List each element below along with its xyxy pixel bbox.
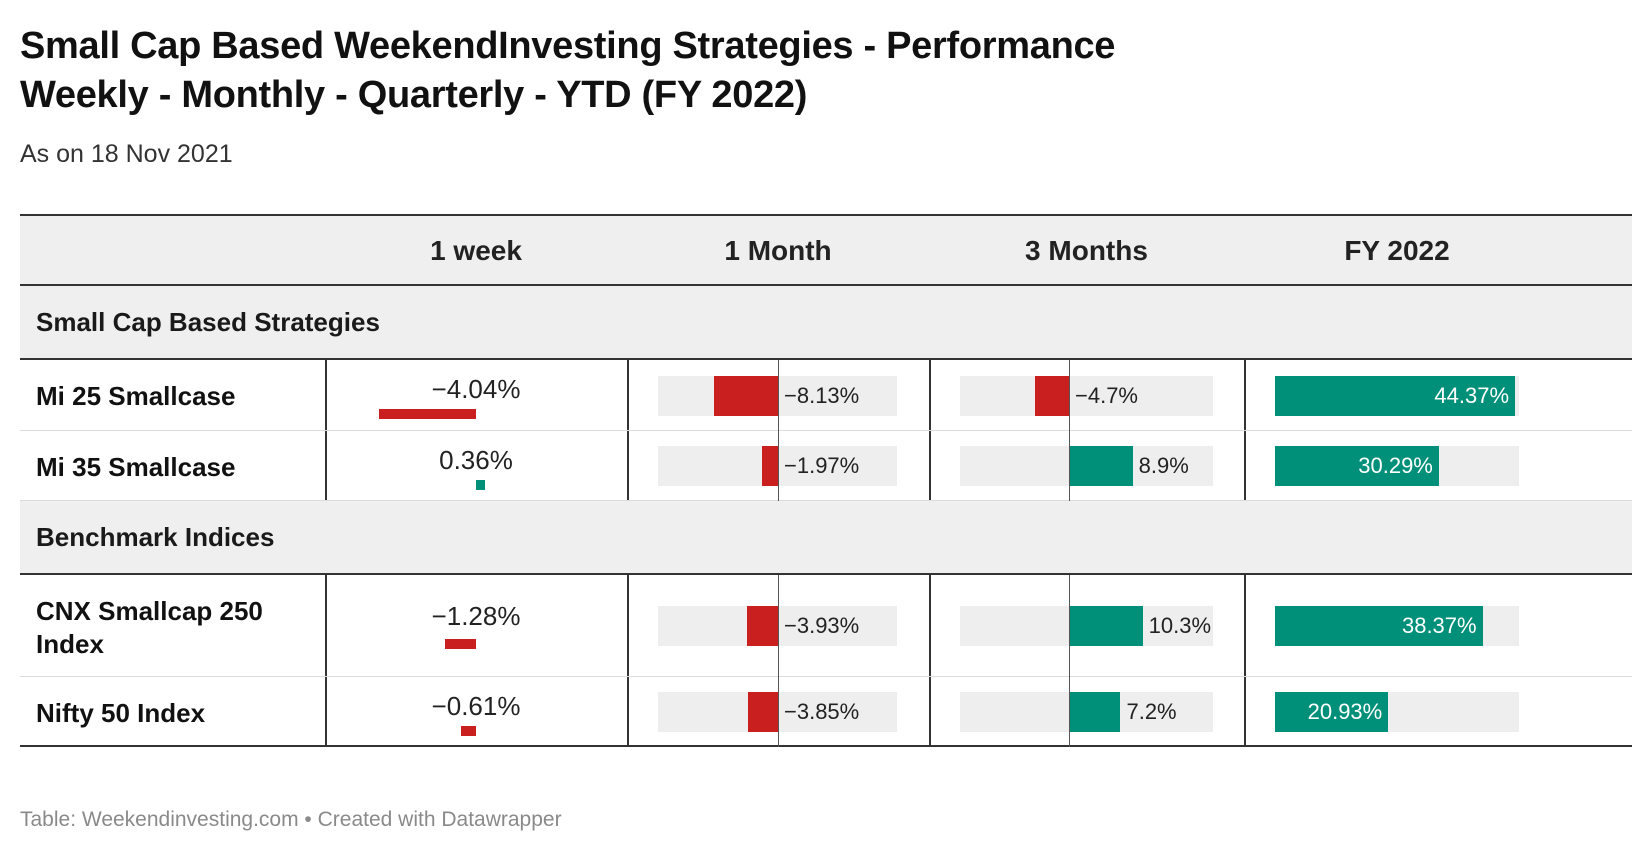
month-value-label: −3.85% <box>784 699 860 724</box>
row-label: CNX Smallcap 250 Index <box>36 596 263 659</box>
month-value-label: −8.13% <box>784 383 860 408</box>
quarter-value-label: −4.7% <box>1075 383 1138 408</box>
week-value-label: −1.28% <box>431 601 521 631</box>
month-bar <box>746 606 778 646</box>
row-label: Mi 25 Smallcase <box>36 381 236 411</box>
week-bar <box>461 726 476 736</box>
table-header: 1 week 1 Month 3 Months FY 2022 <box>20 214 1632 286</box>
column-header-3-months[interactable]: 3 Months <box>1025 235 1148 266</box>
column-divider <box>325 575 327 676</box>
quarter-bar <box>1069 606 1143 646</box>
table-row: Nifty 50 Index −0.61% −3.85% 7.2% 20.93% <box>20 677 1632 747</box>
week-bar <box>445 639 476 649</box>
group-header: Benchmark Indices <box>20 501 1632 575</box>
month-zero-line <box>778 575 779 677</box>
column-divider <box>627 360 629 430</box>
week-bar <box>379 409 476 419</box>
fy-bar <box>1275 376 1516 416</box>
table-row: CNX Smallcap 250 Index −1.28% −3.93% 10.3% 3… <box>20 575 1632 677</box>
column-divider <box>1244 575 1246 676</box>
month-bar <box>713 376 778 416</box>
column-divider <box>1244 431 1246 500</box>
footer-credit: Table: Weekendinvesting.com • Created wi… <box>20 808 562 831</box>
row-label: Mi 35 Smallcase <box>36 452 236 482</box>
fy-value-label: 30.29% <box>1358 453 1433 478</box>
column-divider <box>929 575 931 676</box>
fy-value-label: 20.93% <box>1307 699 1383 724</box>
column-divider <box>1244 360 1246 430</box>
column-divider <box>325 677 327 745</box>
column-divider <box>627 431 629 500</box>
chart-subtitle: As on 18 Nov 2021 <box>20 140 233 168</box>
column-divider <box>325 360 327 430</box>
group-header: Small Cap Based Strategies <box>20 286 1632 360</box>
quarter-value-label: 8.9% <box>1138 453 1189 478</box>
month-value-label: −3.93% <box>784 613 860 638</box>
month-bar <box>747 692 778 732</box>
column-divider <box>325 431 327 500</box>
title-line-2: Weekly - Monthly - Quarterly - YTD (FY 2… <box>20 74 808 116</box>
week-value-label: −0.61% <box>431 691 521 721</box>
month-zero-line <box>778 431 779 501</box>
quarter-value-label: 10.3% <box>1148 613 1212 638</box>
table-body: Small Cap Based Strategies Mi 25 Smallcas… <box>20 286 1632 747</box>
title-line-1: Small Cap Based WeekendInvesting Strateg… <box>20 25 1116 67</box>
fy-bar <box>1275 606 1483 646</box>
quarter-value-label: 7.2% <box>1126 699 1177 724</box>
week-bar <box>476 480 485 490</box>
fy-bar <box>1275 446 1439 486</box>
group-label: Benchmark Indices <box>36 522 275 552</box>
column-divider <box>929 431 931 500</box>
column-divider <box>1244 677 1246 745</box>
quarter-track <box>960 376 1213 416</box>
column-header-1-week[interactable]: 1 week <box>430 235 522 266</box>
performance-table: 1 week 1 Month 3 Months FY 2022 Small Ca… <box>20 214 1632 747</box>
week-value-label: 0.36% <box>439 445 513 475</box>
quarter-zero-line <box>1069 431 1070 501</box>
month-zero-line <box>778 677 779 747</box>
column-divider <box>929 360 931 430</box>
column-divider <box>627 677 629 745</box>
fy-bar <box>1275 692 1389 732</box>
month-value-label: −1.97% <box>784 453 860 478</box>
table-row: Mi 35 Smallcase 0.36% −1.97% 8.9% 30.29% <box>20 431 1632 501</box>
quarter-bar <box>1069 446 1133 486</box>
month-bar <box>762 446 778 486</box>
week-value-label: −4.04% <box>431 374 521 404</box>
month-zero-line <box>778 360 779 431</box>
table-row: Mi 25 Smallcase −4.04% −8.13% −4.7% 44.37% <box>20 360 1632 431</box>
quarter-zero-line <box>1069 677 1070 747</box>
chart-title: Small Cap Based WeekendInvesting Strateg… <box>20 22 1115 120</box>
quarter-zero-line <box>1069 575 1070 677</box>
group-label: Small Cap Based Strategies <box>36 307 380 337</box>
row-label: Nifty 50 Index <box>36 698 206 728</box>
quarter-bar <box>1035 376 1069 416</box>
column-divider <box>627 575 629 676</box>
column-header-1-month[interactable]: 1 Month <box>724 235 832 266</box>
fy-value-label: 38.37% <box>1401 613 1477 638</box>
quarter-zero-line <box>1069 360 1070 431</box>
column-header-fy-2022[interactable]: FY 2022 <box>1344 235 1450 266</box>
quarter-bar <box>1069 692 1121 732</box>
fy-value-label: 44.37% <box>1434 383 1510 408</box>
column-divider <box>929 677 931 745</box>
